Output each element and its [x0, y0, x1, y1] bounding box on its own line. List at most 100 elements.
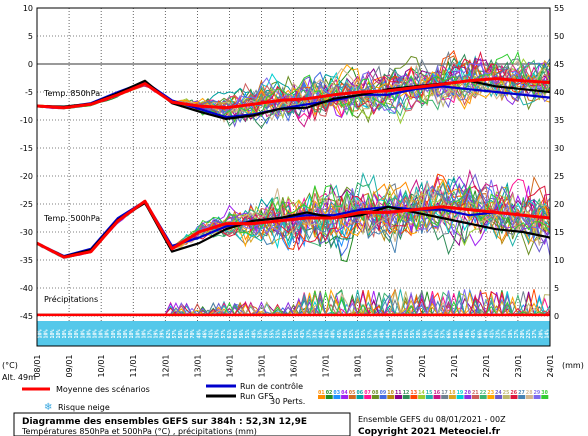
x-tick-label: 12/01 [161, 354, 170, 377]
snow-risk-value: 23% [496, 329, 502, 338]
pert-swatch [541, 395, 549, 399]
snow-risk-value: 10% [135, 329, 141, 338]
pert-swatch [395, 395, 402, 399]
pert-number: 30 [541, 390, 548, 396]
snow-risk-value: 57% [221, 329, 227, 338]
snow-risk-value: 45% [337, 329, 343, 338]
pert-swatch [433, 395, 441, 399]
snow-risk-value: 58% [404, 329, 410, 338]
x-tick-label: 11/01 [129, 354, 138, 377]
panel-label-t850: Temp. 850hPa [43, 89, 100, 98]
snow-risk-value: 17% [502, 329, 508, 338]
snow-risk-value: 51% [245, 329, 251, 338]
axes: 10 555 500 45-5 40-10 35-15 30-20 25-25 20-30 15-… [20, 4, 564, 378]
x-tick-label: 13/01 [193, 354, 202, 377]
snow-risk-value: 20% [538, 329, 544, 338]
pert-swatch [364, 395, 372, 399]
pert-number: 24 [495, 390, 502, 396]
pert-swatch [371, 395, 379, 399]
pert-swatch [318, 395, 325, 399]
snow-risk-value: 10% [56, 329, 62, 338]
pert-swatch [502, 395, 510, 399]
pert-number: 07 [364, 390, 371, 396]
snow-risk-value: 59% [264, 329, 270, 338]
pert-number: 05 [349, 390, 356, 396]
snow-risk-value: 56% [239, 329, 245, 338]
snow-risk-value: 41% [209, 329, 215, 338]
snow-risk-value: 17% [514, 329, 520, 338]
pert-number: 06 [357, 390, 364, 396]
pert-swatch [456, 395, 464, 399]
snow-risk-value: 58% [453, 329, 459, 338]
snowflake-icon: ❄ [44, 402, 52, 413]
pert-number: 15 [426, 390, 433, 396]
pert-swatch [341, 395, 349, 399]
x-tick-label: 21/01 [450, 354, 459, 377]
snow-risk-value: 45% [471, 329, 477, 338]
pert-swatch [495, 395, 503, 399]
snow-risk-value: 46% [202, 329, 208, 338]
snow-risk-value: 10% [123, 329, 129, 338]
x-tick-label: 16/01 [290, 354, 299, 377]
snow-risk-value: 70% [190, 329, 196, 338]
pert-swatch [348, 395, 356, 399]
pert-number: 12 [403, 390, 410, 396]
snow-risk-value: 36% [373, 329, 379, 338]
legend-pert-numbers: 01 02 03 04 05 06 07 08 09 10 11 12 13 14 15 16 17 18 19 20… [318, 390, 549, 399]
y-right-tick-label: 10 [554, 256, 564, 265]
y-right-tick-label: 40 [554, 88, 564, 97]
mean-line-t850 [36, 77, 551, 110]
snow-risk-value: 17% [532, 329, 538, 338]
snow-risk-value: 10% [141, 329, 147, 338]
pert-number: 28 [526, 390, 533, 396]
snow-risk-value: 57% [441, 329, 447, 338]
snow-risk-value: 51% [276, 329, 282, 338]
legend: Moyenne des scénarios Run de contrôle Ru… [22, 381, 549, 413]
snow-risk-value: 45% [435, 329, 441, 338]
pert-number: 16 [434, 390, 441, 396]
pert-number: 18 [449, 390, 456, 396]
x-tick-label: 10/01 [97, 354, 106, 377]
pert-number: 01 [318, 390, 325, 396]
snow-risk-value: 58% [416, 329, 422, 338]
y-right-tick-label: 45 [554, 60, 564, 69]
snow-risk-value: 10% [62, 329, 68, 338]
main-series-lines [36, 77, 551, 317]
y-right-tick-label: 35 [554, 116, 564, 125]
pert-swatch [448, 395, 456, 399]
footer-box [13, 412, 351, 436]
snow-strip-background [37, 321, 550, 346]
pert-number: 25 [503, 390, 510, 396]
pert-number: 14 [418, 390, 425, 396]
snow-risk-value: 10% [68, 329, 74, 338]
snow-risk-value: 19% [508, 329, 514, 338]
x-tick-label: 19/01 [386, 354, 395, 377]
snow-risk-value: 10% [111, 329, 117, 338]
snow-risk-value: 49% [465, 329, 471, 338]
snow-risk-value: 14% [544, 329, 550, 338]
x-tick-label: 24/01 [546, 354, 555, 377]
y-left-tick-label: -45 [20, 312, 33, 321]
pert-number: 23 [487, 390, 494, 396]
pert-number: 27 [518, 390, 525, 396]
y-left-tick-label: 10 [23, 4, 33, 13]
snow-risk-value: 10% [86, 329, 92, 338]
y-left-tick-label: -40 [20, 284, 33, 293]
x-tick-label: 17/01 [322, 354, 331, 377]
source-label: Ensemble GEFS du 08/01/2021 - 00Z [358, 415, 506, 424]
snow-risk-value: 17% [147, 329, 153, 338]
snow-risk-strip: 10% 10% 10% 10% 10% 10% 10% 10% 10% 10% 10% 10% 10% 1… [37, 321, 550, 346]
snow-risk-value: 53% [215, 329, 221, 338]
pert-number: 13 [410, 390, 417, 396]
pert-swatch [356, 395, 364, 399]
snow-risk-value: 40% [331, 329, 337, 338]
copyright-label: Copyright 2021 Meteociel.fr [358, 427, 501, 436]
snow-risk-value: 10% [93, 329, 99, 338]
snow-risk-value: 22% [526, 329, 532, 338]
snow-risk-value: 66% [477, 329, 483, 338]
snow-risk-value: 49% [380, 329, 386, 338]
y-left-tick-label: -30 [20, 228, 33, 237]
snow-risk-value: 10% [117, 329, 123, 338]
snow-risk-value: 44% [318, 329, 324, 338]
snow-risk-value: 48% [251, 329, 257, 338]
